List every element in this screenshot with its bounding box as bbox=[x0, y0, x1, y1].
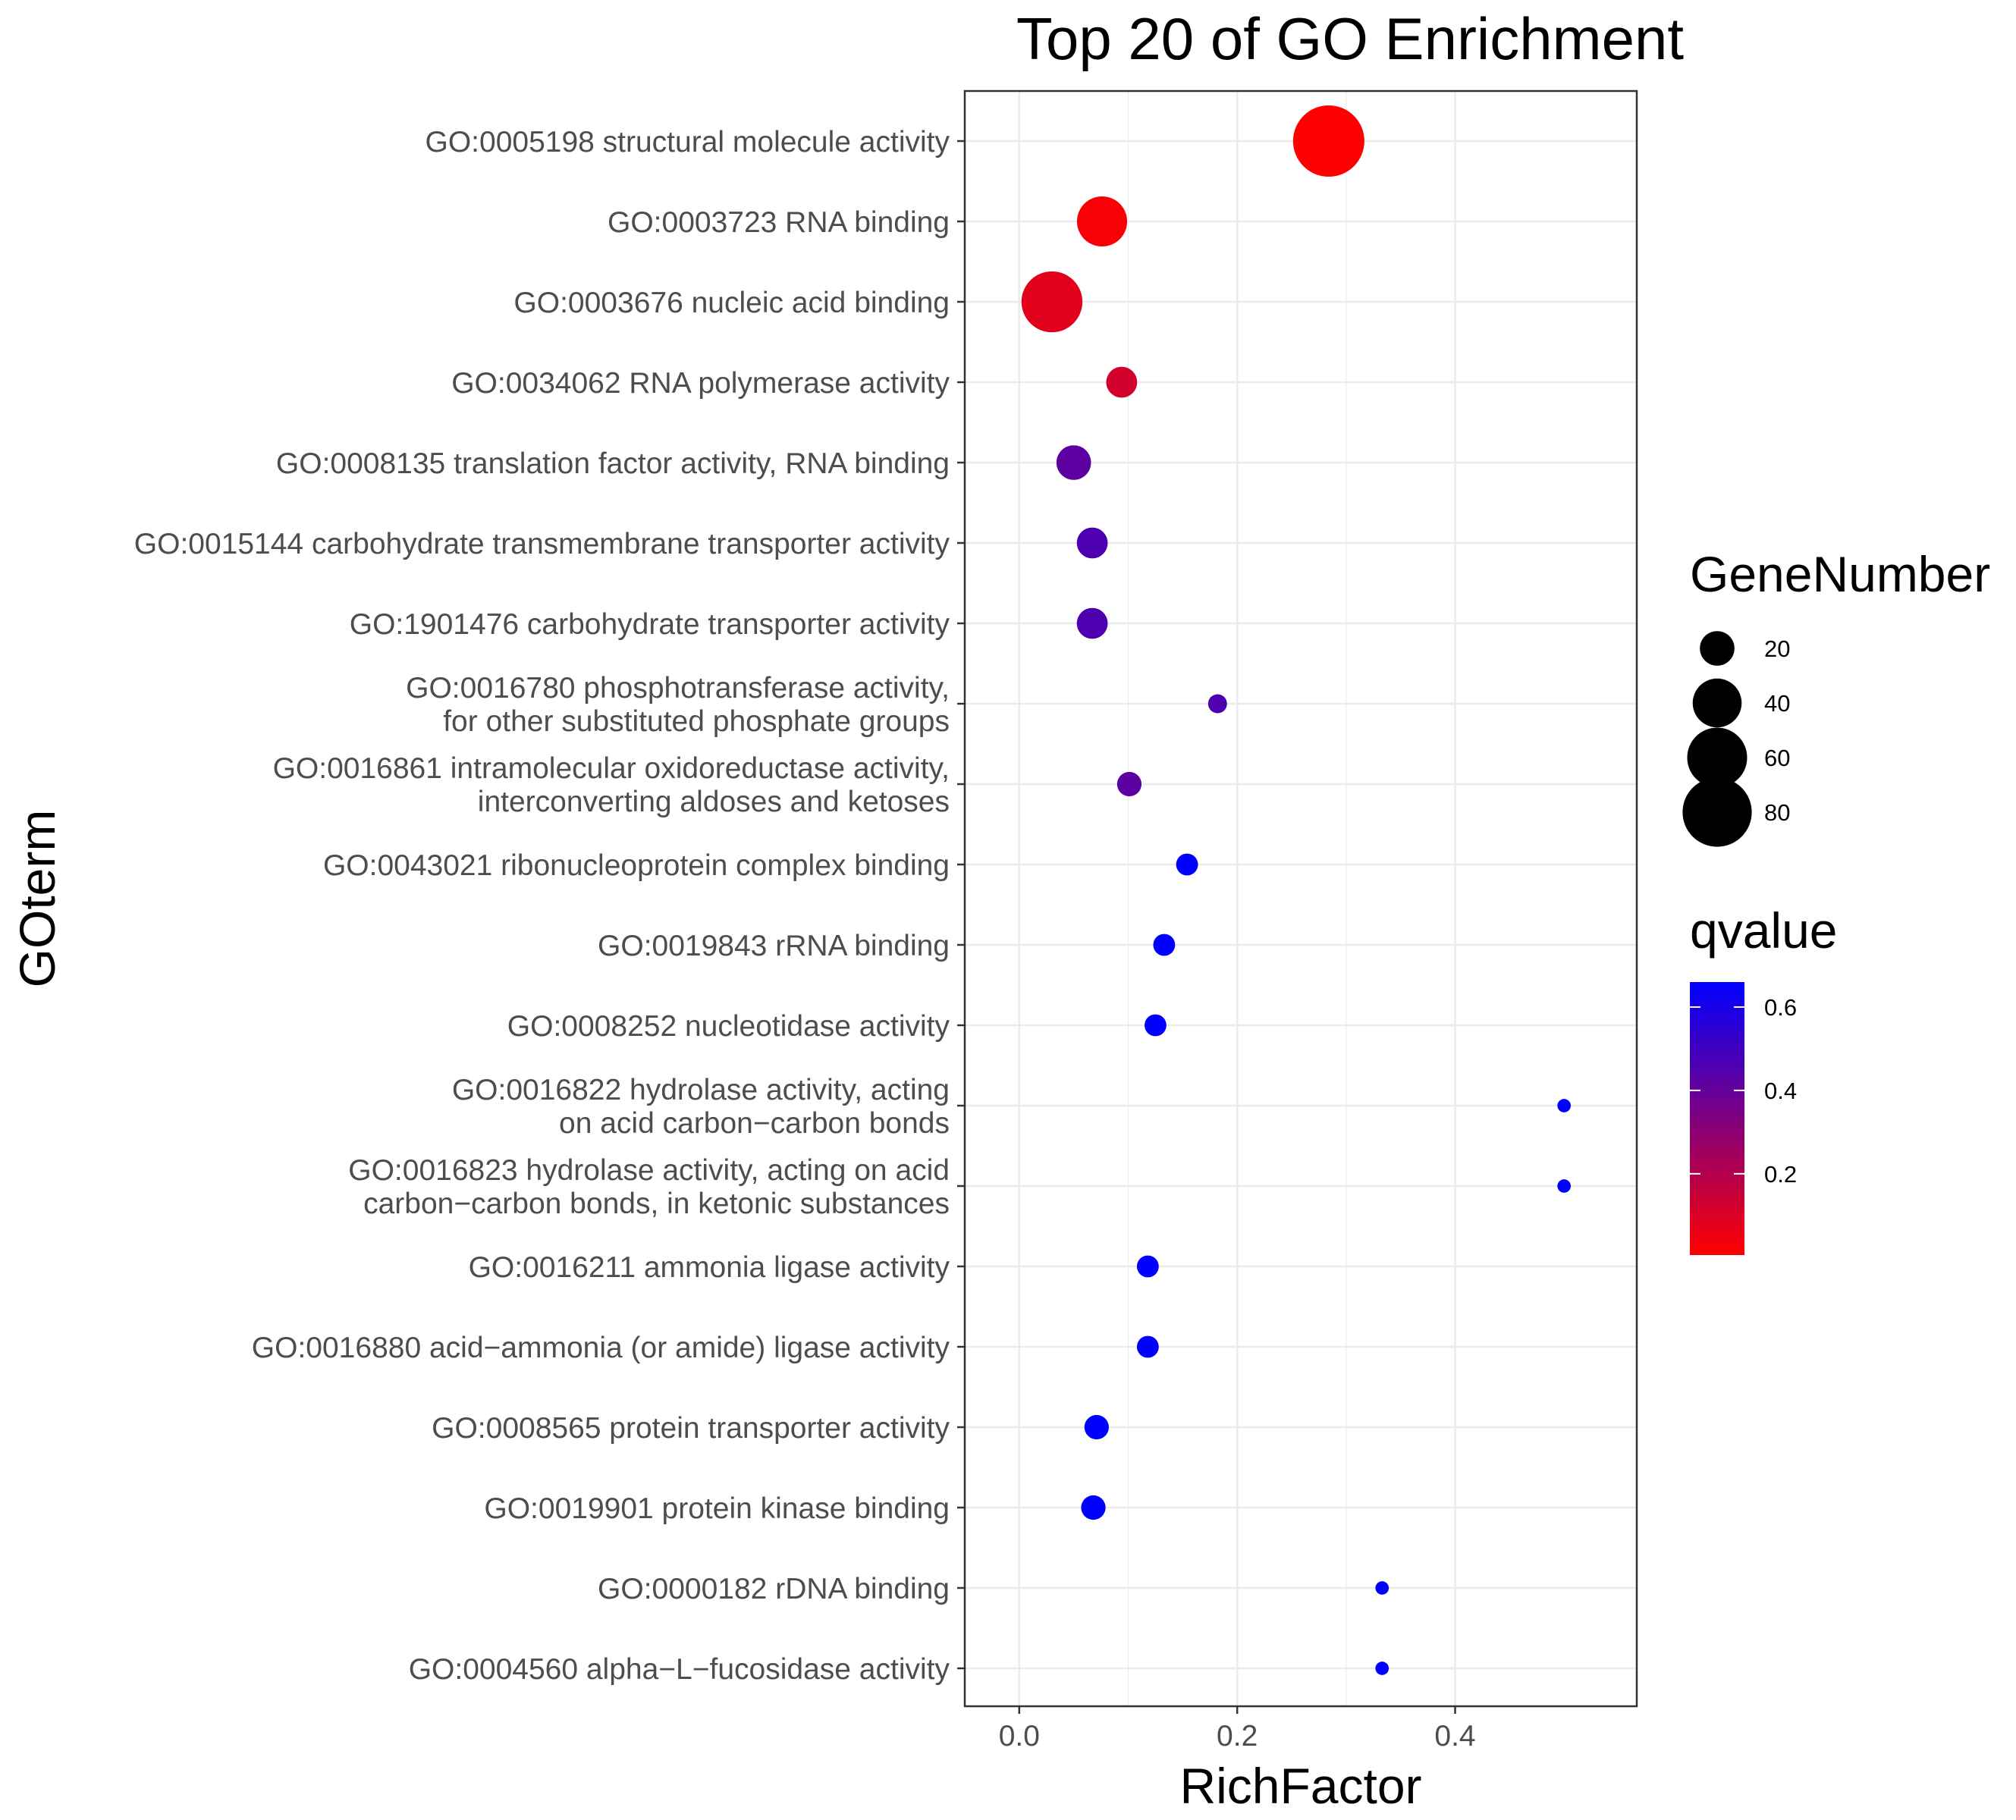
y-axis-title: GOterm bbox=[9, 810, 65, 988]
data-point bbox=[1106, 366, 1138, 398]
data-point bbox=[1084, 1414, 1109, 1440]
y-tick-label: GO:0008565 protein transporter activity bbox=[432, 1412, 950, 1445]
y-tick-label: for other substituted phosphate groups bbox=[443, 705, 950, 738]
data-point bbox=[1056, 445, 1091, 480]
size-legend-label: 80 bbox=[1764, 799, 1790, 826]
colorbar-tick-label: 0.4 bbox=[1764, 1078, 1797, 1104]
x-tick-layer: 0.0 0.2 0.4 bbox=[999, 1706, 1476, 1753]
size-legend: 20 40 60 80 bbox=[1682, 631, 1790, 847]
grid-layer bbox=[965, 91, 1637, 1706]
chart-title: Top 20 of GO Enrichment bbox=[1016, 5, 1684, 72]
data-point bbox=[1076, 527, 1108, 559]
data-point bbox=[1207, 694, 1227, 714]
y-tick-label: interconverting aldoses and ketoses bbox=[478, 786, 950, 818]
y-tick-label: on acid carbon−carbon bonds bbox=[559, 1107, 950, 1140]
x-tick-label: 0.2 bbox=[1217, 1720, 1258, 1753]
point-layer bbox=[1021, 105, 1572, 1675]
x-axis-title: RichFactor bbox=[1179, 1758, 1421, 1814]
x-tick-label: 0.4 bbox=[1434, 1720, 1475, 1753]
data-point bbox=[1116, 771, 1142, 797]
y-tick-label: GO:0016823 hydrolase activity, acting on… bbox=[348, 1154, 950, 1187]
qvalue-colorbar bbox=[1690, 982, 1744, 1255]
y-tick-label: carbon−carbon bonds, in ketonic substanc… bbox=[363, 1188, 950, 1220]
size-legend-dot bbox=[1700, 631, 1735, 666]
data-point bbox=[1375, 1581, 1390, 1595]
y-tick-label: GO:0016880 acid−ammonia (or amide) ligas… bbox=[252, 1332, 950, 1364]
y-tick-label: GO:0034062 RNA polymerase activity bbox=[451, 367, 950, 400]
y-tick-label: GO:0043021 ribonucleoprotein complex bin… bbox=[323, 849, 950, 882]
colorbar-tick-label: 0.2 bbox=[1764, 1161, 1797, 1188]
plot-border bbox=[963, 89, 1638, 1708]
y-tick-label: GO:0005198 structural molecule activity bbox=[425, 126, 950, 158]
y-tick-label: GO:0008252 nucleotidase activity bbox=[507, 1010, 950, 1043]
y-tick-label: GO:0019843 rRNA binding bbox=[598, 930, 950, 962]
data-point bbox=[1557, 1179, 1572, 1193]
y-tick-label: GO:0003723 RNA binding bbox=[608, 206, 950, 239]
size-legend-title: GeneNumber bbox=[1690, 546, 1990, 602]
y-tick-label: GO:0016780 phosphotransferase activity, bbox=[406, 672, 950, 704]
plot-panel bbox=[965, 91, 1637, 1706]
data-point bbox=[1176, 853, 1198, 876]
data-point bbox=[1292, 105, 1364, 177]
data-point bbox=[1144, 1014, 1167, 1037]
size-legend-label: 20 bbox=[1764, 635, 1790, 662]
size-legend-dot bbox=[1687, 727, 1748, 788]
data-point bbox=[1081, 1495, 1106, 1520]
size-legend-label: 60 bbox=[1764, 745, 1790, 771]
data-point bbox=[1136, 1335, 1159, 1358]
y-tick-label: GO:0004560 alpha−L−fucosidase activity bbox=[409, 1653, 950, 1686]
size-legend-dot bbox=[1682, 777, 1752, 847]
y-tick-label: GO:0003676 nucleic acid binding bbox=[513, 287, 950, 319]
size-legend-label: 40 bbox=[1764, 690, 1790, 717]
y-tick-label: GO:0015144 carbohydrate transmembrane tr… bbox=[134, 528, 950, 560]
data-point bbox=[1021, 271, 1083, 333]
data-point bbox=[1076, 196, 1128, 247]
x-tick-label: 0.0 bbox=[999, 1720, 1040, 1753]
y-tick-label: GO:0008135 translation factor activity, … bbox=[276, 447, 950, 480]
colorbar-tick-label: 0.6 bbox=[1764, 994, 1797, 1021]
data-point bbox=[1557, 1099, 1572, 1112]
y-tick-label: GO:0019901 protein kinase binding bbox=[484, 1492, 950, 1525]
data-point bbox=[1076, 607, 1108, 639]
y-tick-label: GO:0016822 hydrolase activity, acting bbox=[452, 1074, 950, 1106]
data-point bbox=[1153, 934, 1176, 956]
qvalue-colorbar-ticks: 0.2 0.4 0.6 bbox=[1690, 994, 1797, 1188]
data-point bbox=[1375, 1662, 1390, 1675]
y-tick-label: GO:1901476 carbohydrate transporter acti… bbox=[350, 608, 950, 641]
color-legend-title: qvalue bbox=[1690, 902, 1838, 959]
y-tick-label: GO:0016211 ammonia ligase activity bbox=[469, 1251, 950, 1284]
y-tick-label: GO:0000182 rDNA binding bbox=[598, 1573, 950, 1605]
y-tick-layer: GO:0005198 structural molecule activity G… bbox=[134, 126, 965, 1686]
size-legend-dot bbox=[1692, 678, 1742, 728]
y-tick-label: GO:0016861 intramolecular oxidoreductase… bbox=[273, 752, 950, 785]
data-point bbox=[1136, 1255, 1159, 1278]
